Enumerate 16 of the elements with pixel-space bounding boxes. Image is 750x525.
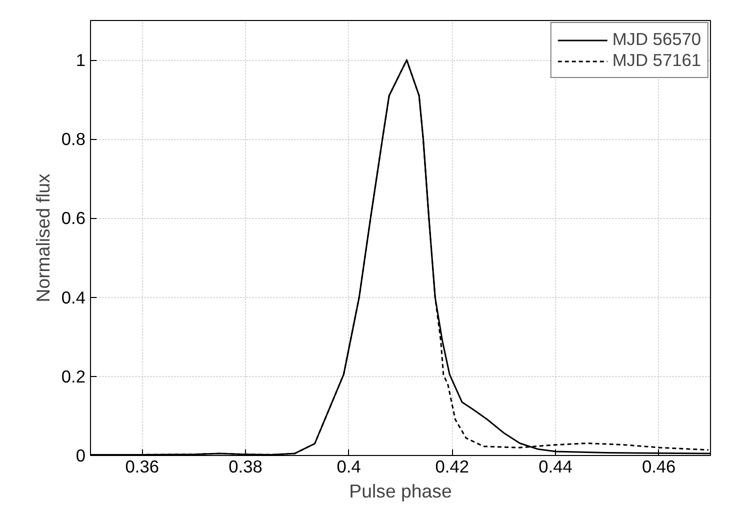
x-tick-label: 0.4 [336,456,362,476]
legend-label: MJD 57161 [612,50,701,71]
y-tick-label: 1 [76,50,86,70]
x-tick-label: 0.38 [228,456,262,476]
x-tick-label: 0.36 [125,456,160,476]
y-tick-label: 0.6 [61,208,86,228]
y-tick-label: 0.2 [61,366,86,386]
x-tick-label: 0.46 [642,456,676,476]
x-axis-title: Pulse phase [349,480,452,502]
y-tick-label: 0.4 [61,287,86,308]
y-tick-label: 0.8 [61,129,86,150]
legend-label: MJD 56570 [612,29,701,50]
x-tick-label: 0.44 [538,456,573,476]
x-tick-label: 0.42 [435,456,470,476]
y-axis-title: Normalised flux [32,173,54,302]
y-tick-label: 0 [76,446,86,466]
